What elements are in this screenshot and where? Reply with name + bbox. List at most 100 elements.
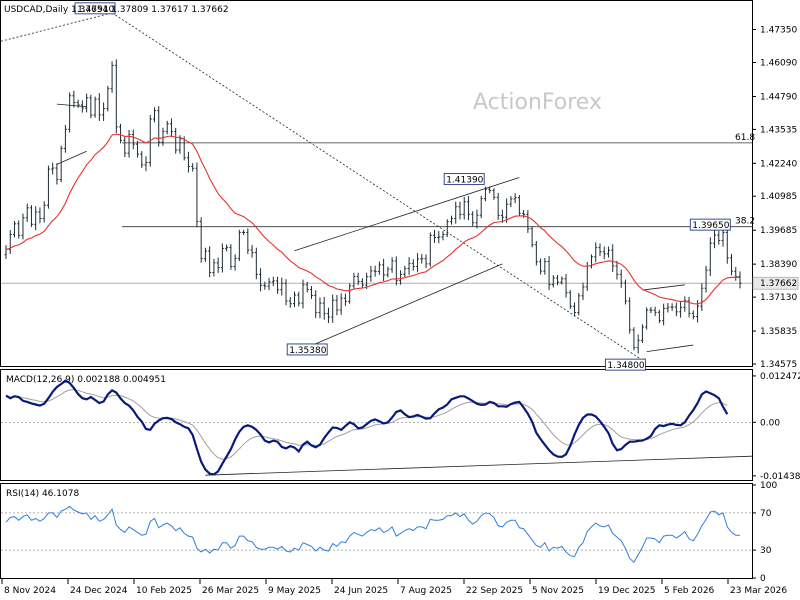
ohlc-bar: [237, 229, 241, 262]
level-label-1.34800: 1.34800: [604, 358, 646, 371]
svg-text:1.41390: 1.41390: [446, 176, 483, 186]
rsi-y-tick-label: 70: [760, 509, 772, 519]
x-tick-label: 9 May 2025: [268, 586, 321, 596]
ohlc-bar: [679, 301, 683, 318]
ohlc-bar: [106, 85, 110, 112]
ohlc-bar: [534, 241, 538, 266]
x-tick-label: 7 Aug 2025: [400, 586, 452, 596]
price-y-tick-label: 1.40985: [760, 192, 797, 202]
ohlc-bar: [653, 306, 657, 316]
ohlc-bar: [386, 266, 390, 278]
price-y-tick-label: 1.35835: [760, 327, 797, 337]
wedge-lower-line: [646, 344, 694, 352]
svg-text:1.34800: 1.34800: [607, 361, 644, 371]
ohlc-bar: [195, 162, 199, 228]
x-tick-label: 23 Mar 2026: [730, 586, 787, 596]
ohlc-bar: [492, 188, 496, 200]
svg-text:1.47910: 1.47910: [77, 5, 114, 15]
wedge-upper-line: [642, 284, 685, 291]
ohlc-bar: [725, 226, 729, 264]
ohlc-bar: [51, 162, 55, 175]
ohlc-bar: [297, 291, 301, 307]
ohlc-bar: [666, 302, 670, 313]
ohlc-bar: [8, 229, 12, 255]
ohlc-bar: [547, 256, 551, 291]
ohlc-bar: [730, 253, 734, 276]
ohlc-bar: [93, 96, 97, 118]
ohlc-bar: [458, 201, 462, 220]
ohlc-bar: [657, 309, 661, 324]
fib-level-label: 38.2: [735, 217, 755, 227]
ohlc-bar: [38, 207, 42, 224]
rsi-panel-frame: [0, 483, 753, 579]
macd-line: [5, 379, 729, 476]
ohlc-bar: [539, 258, 543, 275]
ohlc-bar: [309, 286, 313, 299]
ohlc-bar: [250, 244, 254, 258]
ohlc-bar: [242, 229, 246, 235]
ohlc-bar: [509, 195, 513, 208]
ohlc-bar: [373, 265, 377, 277]
price-y-tick-label: 1.34575: [760, 360, 797, 370]
ohlc-bar: [691, 310, 695, 320]
ohlc-bar: [687, 296, 691, 318]
ohlc-bar: [640, 324, 644, 344]
ohlc-bar: [127, 129, 131, 158]
ohlc-bar: [462, 196, 466, 220]
ohlc-bar: [708, 237, 712, 277]
ohlc-bar: [420, 253, 424, 264]
ohlc-bar: [700, 283, 704, 311]
ohlc-bar: [42, 201, 46, 223]
ohlc-bar: [670, 303, 674, 311]
macd-y-tick-label: -0.014389: [760, 472, 800, 482]
x-tick-label: 10 Feb 2025: [136, 586, 192, 596]
ohlc-bar: [445, 219, 449, 237]
ohlc-bar: [704, 265, 708, 293]
ohlc-bar: [551, 275, 555, 288]
ohlc-bar: [683, 296, 687, 312]
flag-lower-line: [56, 150, 87, 165]
price-y-tick-label: 1.37130: [760, 293, 797, 303]
svg-text:1.39650: 1.39650: [692, 221, 729, 231]
ohlc-bar: [505, 198, 509, 223]
level-label-1.47910: 1.47910: [74, 2, 116, 15]
ohlc-bar: [25, 203, 29, 223]
ohlc-bar: [85, 93, 89, 113]
ohlc-bar: [475, 209, 479, 229]
macd-y-tick-label: 0.012472: [760, 372, 800, 382]
ohlc-bar: [602, 246, 606, 260]
ohlc-bar: [305, 281, 309, 293]
rsi-y-tick-label: 100: [760, 481, 777, 491]
ohlc-bar: [246, 228, 250, 254]
ohlc-bar: [619, 269, 623, 288]
ohlc-bar: [229, 244, 233, 270]
ohlc-bar: [394, 256, 398, 286]
ohlc-bar: [377, 261, 381, 275]
ohlc-bar: [649, 306, 653, 314]
ohlc-bar: [416, 253, 420, 273]
ohlc-bar: [46, 165, 50, 209]
ohlc-bar: [738, 271, 742, 289]
ohlc-bar: [318, 297, 322, 319]
ohlc-bar: [140, 151, 144, 168]
fib-level-label: 61.8: [735, 133, 755, 143]
ohlc-bar: [288, 296, 292, 308]
svg-text:1.35380: 1.35380: [289, 346, 326, 356]
ohlc-bar: [199, 217, 203, 263]
price-y-tick-label: 1.44790: [760, 93, 797, 103]
ohlc-bar: [356, 272, 360, 286]
ohlc-bar: [339, 293, 343, 315]
ohlc-bar: [581, 282, 585, 301]
ohlc-bar: [343, 293, 347, 306]
ohlc-bar: [212, 258, 216, 277]
ohlc-bar: [399, 270, 403, 285]
ohlc-bar: [233, 254, 237, 271]
ohlc-bar: [645, 307, 649, 330]
ohlc-bar: [89, 94, 93, 119]
ohlc-bar: [123, 136, 127, 158]
ohlc-bar: [263, 281, 267, 290]
x-tick-label: 5 Feb 2026: [664, 586, 715, 596]
ohlc-bar: [254, 247, 258, 280]
ohlc-bar: [131, 129, 135, 150]
ohlc-bar: [186, 151, 190, 173]
